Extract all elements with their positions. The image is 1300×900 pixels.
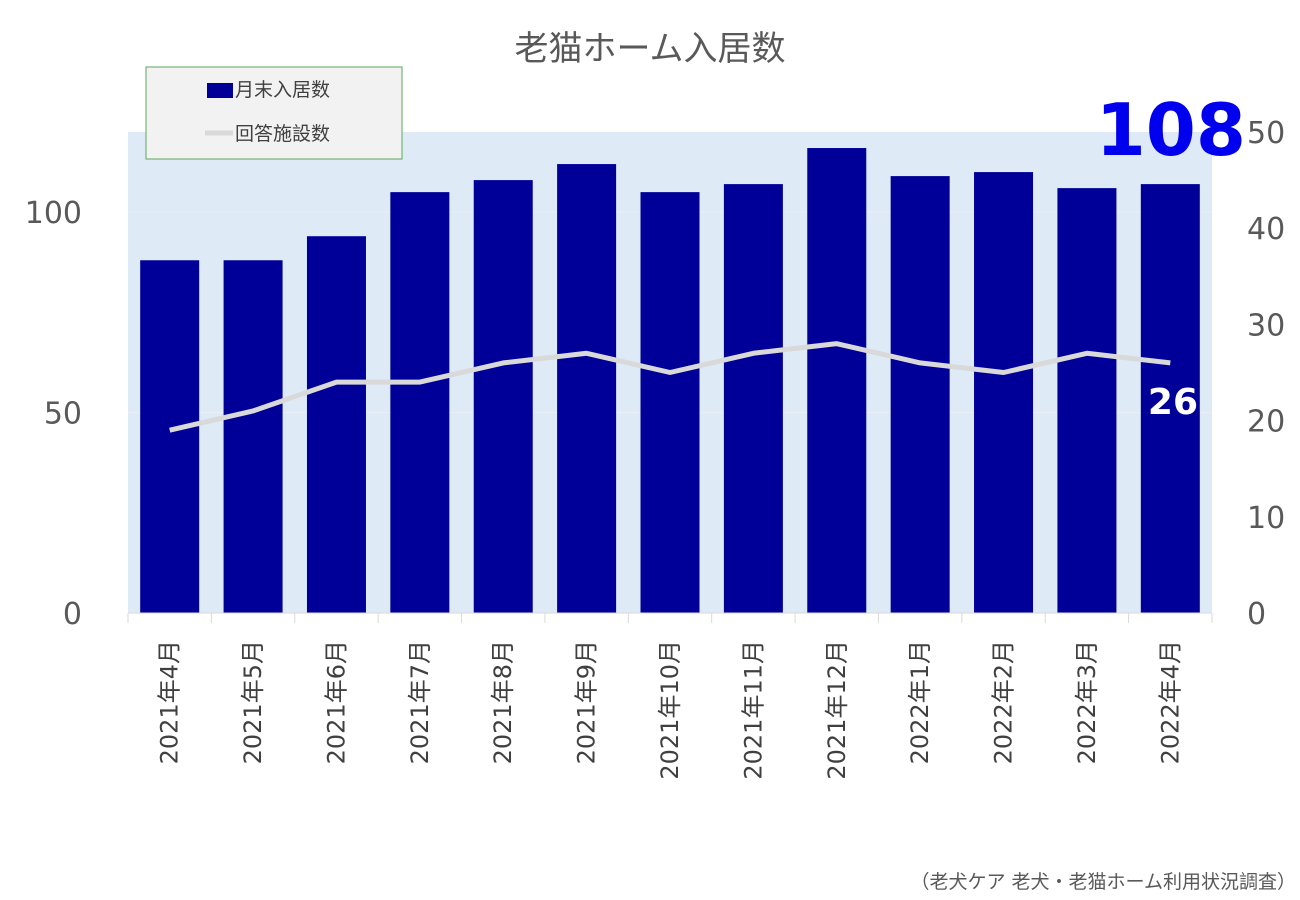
y-right-tick-label: 10 — [1247, 501, 1285, 536]
y-left-tick-label: 0 — [63, 597, 82, 632]
bar — [390, 192, 450, 613]
bar-last-value-label: 108 — [1096, 88, 1246, 172]
bar — [640, 192, 700, 613]
x-axis-labels: 2021年4月 2021年5月 2021年6月 2021年7月 2021年8月 2021年… — [156, 640, 1185, 780]
bar — [723, 184, 783, 613]
category-label: 2021年6月 — [322, 640, 350, 764]
bar — [557, 164, 617, 614]
category-label: 2022年1月 — [906, 640, 934, 764]
legend-box — [145, 66, 403, 160]
y-right-tick-label: 20 — [1247, 405, 1285, 440]
bar — [1057, 188, 1117, 613]
bar — [890, 176, 950, 613]
y-left-tick-label: 100 — [25, 196, 82, 231]
category-label: 2021年4月 — [156, 640, 184, 764]
legend-swatch-bar — [207, 83, 233, 98]
line-series-facility-count — [169, 341, 1171, 433]
bar — [807, 148, 867, 614]
y-right-tick-label: 0 — [1247, 597, 1266, 632]
source-note: （老犬ケア 老犬・老猫ホーム利用状況調査） — [911, 871, 1296, 893]
category-label: 2021年9月 — [573, 640, 601, 764]
y-left-tick-label: 50 — [44, 397, 82, 432]
y-right-tick-label: 40 — [1247, 212, 1285, 247]
bar — [140, 260, 200, 613]
bar — [223, 260, 283, 613]
category-label: 2021年8月 — [489, 640, 517, 764]
x-axis — [127, 612, 1213, 623]
category-label: 2022年3月 — [1073, 640, 1101, 764]
line-last-value-label: 26 — [1148, 382, 1198, 423]
bar — [974, 172, 1034, 614]
category-label: 2021年12月 — [823, 640, 851, 780]
bar — [306, 236, 366, 613]
chart-title: 老猫ホーム入居数 — [515, 29, 786, 69]
category-label: 2022年4月 — [1156, 640, 1184, 764]
y-right-tick-label: 30 — [1247, 308, 1285, 343]
category-label: 2022年2月 — [990, 640, 1018, 764]
category-label: 2021年10月 — [656, 640, 684, 780]
y-right-tick-label: 50 — [1247, 116, 1285, 151]
bar-series — [140, 148, 1200, 614]
category-label: 2021年7月 — [406, 640, 434, 764]
category-label: 2021年5月 — [239, 640, 267, 764]
y-axis-right: 0 10 20 30 40 50 — [1247, 116, 1285, 632]
category-label: 2021年11月 — [739, 640, 767, 780]
y-axis-left: 0 50 100 — [25, 196, 82, 632]
legend-label-line: 回答施設数 — [235, 123, 330, 145]
bar — [1140, 184, 1200, 613]
bar — [473, 180, 533, 613]
legend: 月末入居数 回答施設数 — [145, 66, 403, 160]
legend-label-bar: 月末入居数 — [235, 79, 330, 101]
